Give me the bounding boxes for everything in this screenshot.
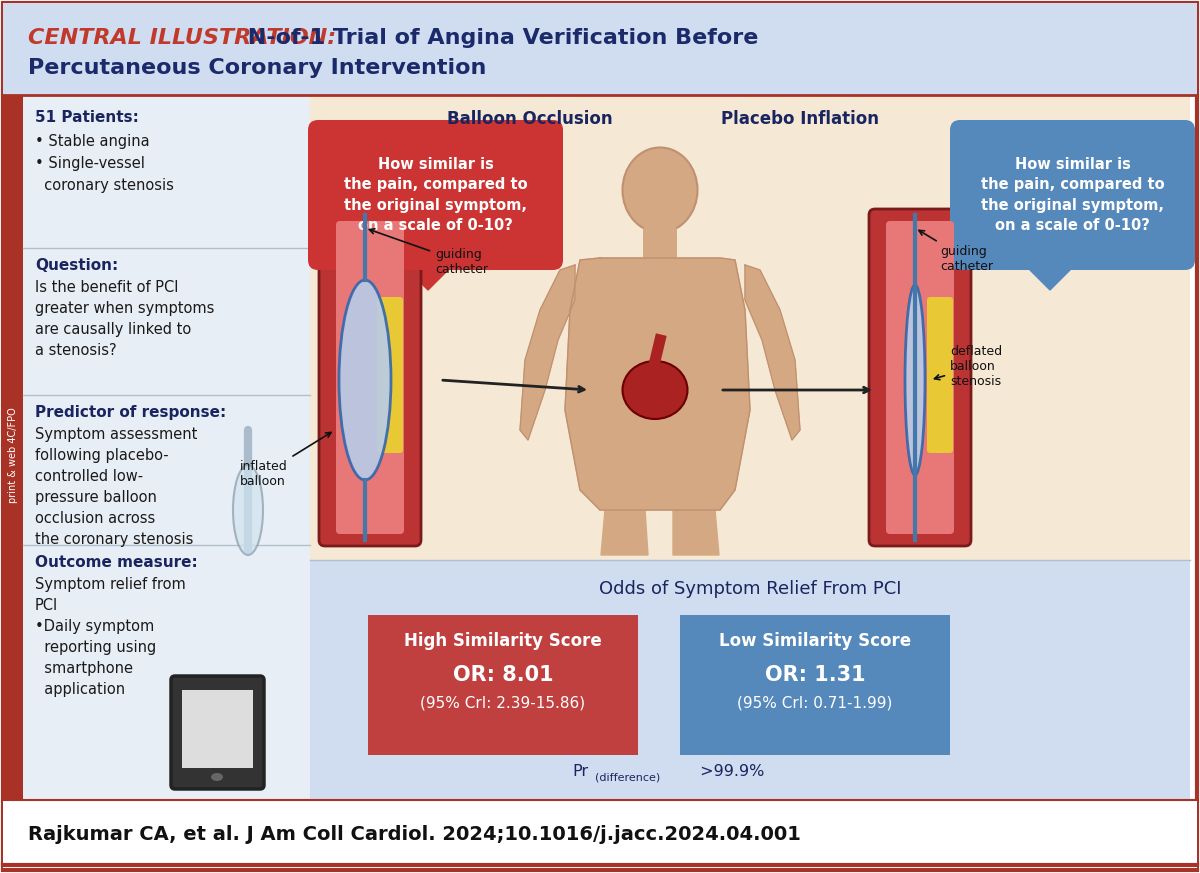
Text: Outcome measure:: Outcome measure: [35,555,198,570]
FancyBboxPatch shape [172,676,264,789]
FancyBboxPatch shape [319,209,421,546]
Text: deflated
balloon
stenosis: deflated balloon stenosis [935,345,1002,388]
Bar [2,95,23,815]
Text: High Similarity Score: High Similarity Score [404,632,602,650]
Text: Is the benefit of PCI
greater when symptoms
are causally linked to
a stenosis?: Is the benefit of PCI greater when sympt… [35,280,215,358]
Text: CENTRAL ILLUSTRATION:: CENTRAL ILLUSTRATION: [28,28,336,48]
Text: Odds of Symptom Relief From PCI: Odds of Symptom Relief From PCI [599,580,901,598]
Ellipse shape [233,465,263,555]
Polygon shape [565,258,750,510]
Polygon shape [1020,260,1080,290]
Polygon shape [520,265,575,440]
Text: Percutaneous Coronary Intervention: Percutaneous Coronary Intervention [28,58,486,78]
Text: Symptom relief from
PCI
•Daily symptom
  reporting using
  smartphone
  applicat: Symptom relief from PCI •Daily symptom r… [35,577,186,697]
Text: print & web 4C/FPO: print & web 4C/FPO [8,407,18,503]
Bar [2,800,1198,868]
Bar [680,615,950,755]
Text: Placebo Inflation: Placebo Inflation [721,110,878,128]
Text: OR: 8.01: OR: 8.01 [452,665,553,685]
Text: Low Similarity Score: Low Similarity Score [719,632,911,650]
Text: • Stable angina
• Single-vessel
  coronary stenosis: • Stable angina • Single-vessel coronary… [35,134,174,194]
Bar [23,95,310,815]
Text: Predictor of response:: Predictor of response: [35,405,227,420]
Bar [643,228,677,258]
Text: (difference): (difference) [595,773,660,783]
Bar [310,560,1190,800]
FancyBboxPatch shape [336,221,404,534]
FancyBboxPatch shape [950,120,1195,270]
Text: inflated
balloon: inflated balloon [240,432,331,488]
Text: (95% CrI: 2.39-15.86): (95% CrI: 2.39-15.86) [420,695,586,710]
Ellipse shape [623,361,688,419]
Bar [310,95,1190,560]
Ellipse shape [211,773,223,781]
Text: Symptom assessment
following placebo-
controlled low-
pressure balloon
occlusion: Symptom assessment following placebo- co… [35,427,197,547]
Bar [368,615,638,755]
Polygon shape [601,510,648,555]
Polygon shape [398,260,458,290]
Text: Question:: Question: [35,258,119,273]
Text: How similar is
the pain, compared to
the original symptom,
on a scale of 0-10?: How similar is the pain, compared to the… [343,157,527,233]
Text: How similar is
the pain, compared to
the original symptom,
on a scale of 0-10?: How similar is the pain, compared to the… [980,157,1164,233]
FancyBboxPatch shape [886,221,954,534]
Text: OR: 1.31: OR: 1.31 [764,665,865,685]
Text: Pr: Pr [572,765,588,780]
Text: Balloon Occlusion: Balloon Occlusion [448,110,613,128]
FancyBboxPatch shape [377,297,403,453]
Text: guiding
catheter: guiding catheter [919,230,994,273]
Polygon shape [673,510,719,555]
Ellipse shape [905,285,925,475]
Bar [182,690,253,768]
FancyBboxPatch shape [308,120,563,270]
Text: guiding
catheter: guiding catheter [370,229,488,276]
Ellipse shape [340,280,391,480]
Text: Rajkumar CA, et al. J Am Coll Cardiol. 2024;10.1016/j.jacc.2024.04.001: Rajkumar CA, et al. J Am Coll Cardiol. 2… [28,824,800,843]
Text: N-of-1 Trial of Angina Verification Before: N-of-1 Trial of Angina Verification Befo… [240,28,758,48]
Ellipse shape [623,148,697,232]
FancyBboxPatch shape [928,297,953,453]
Bar [2,3,1198,95]
Text: >99.9%: >99.9% [695,765,764,780]
Polygon shape [745,265,800,440]
Text: 51 Patients:: 51 Patients: [35,110,139,125]
FancyBboxPatch shape [869,209,971,546]
Text: (95% CrI: 0.71-1.99): (95% CrI: 0.71-1.99) [737,695,893,710]
